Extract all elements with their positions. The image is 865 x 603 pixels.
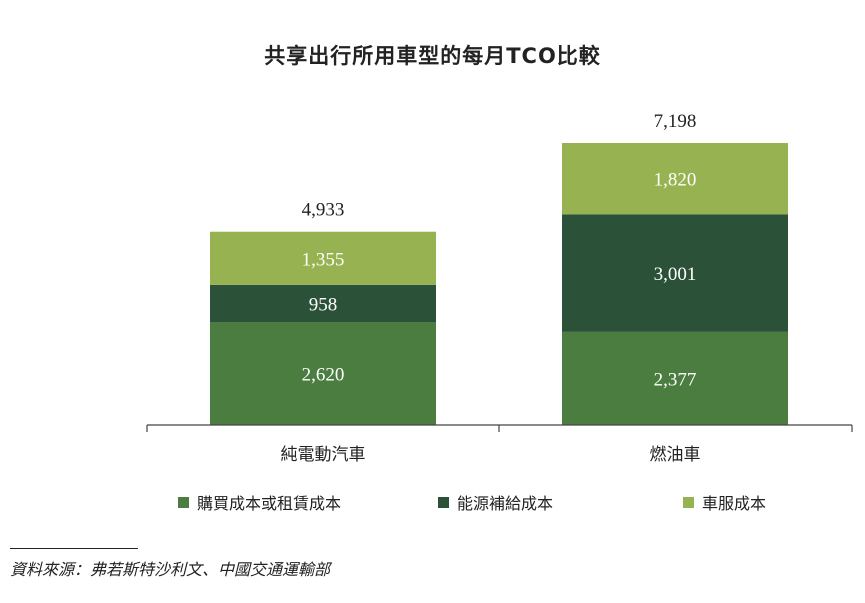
legend-swatch-purchase: [178, 496, 189, 508]
bar-a-purchase-value-label: 2,620: [302, 365, 345, 386]
x-tick-label-bar-b: 燃油車: [650, 445, 701, 465]
bar-a-energy-value-label: 958: [309, 295, 338, 316]
x-tick-labels: 純電動汽車 燃油車: [281, 445, 701, 465]
bar-b-energy-value-label: 3,001: [654, 264, 697, 285]
legend-swatch-service: [683, 496, 694, 508]
bar-b-total-label: 7,198: [654, 111, 697, 132]
legend-label-energy: 能源補給成本: [457, 494, 554, 513]
legend-item-energy: 能源補給成本: [438, 490, 553, 514]
bar-a-service-value-label: 1,355: [302, 249, 345, 270]
legend-item-purchase: 購買成本或租賃成本: [178, 490, 341, 514]
bar-b-service-value-label: 1,820: [654, 170, 697, 191]
bar-a-purchase-segment: [210, 322, 436, 425]
bar-a-energy-segment: [210, 284, 436, 323]
legend: 購買成本或租賃成本 能源補給成本 車服成本: [0, 490, 865, 514]
bar-a-service-segment: [210, 231, 436, 285]
bar-b-energy-segment: [562, 214, 788, 332]
legend-label-purchase: 購買成本或租賃成本: [197, 494, 342, 513]
bar-b-purchase-value-label: 2,377: [654, 369, 697, 390]
bar-b-purchase-segment: [562, 331, 788, 425]
source-note: 資料來源：弗若斯特沙利文、中國交通運輸部: [10, 560, 331, 579]
legend-item-service: 車服成本: [683, 490, 766, 514]
chart-title: 共享出行所用車型的每月TCO比較: [264, 44, 601, 68]
bar-a-total-label: 4,933: [302, 200, 345, 221]
source-divider: [10, 548, 138, 549]
legend-swatch-energy: [438, 496, 449, 508]
legend-label-service: 車服成本: [702, 494, 767, 513]
bar-b-service-segment: [562, 143, 788, 215]
x-tick-label-bar-a: 純電動汽車: [281, 445, 366, 465]
labels-group: 2,620 958 1,355 4,933 2,377 3,001 1,820 7,198: [302, 111, 697, 390]
bars-group: [210, 143, 788, 425]
